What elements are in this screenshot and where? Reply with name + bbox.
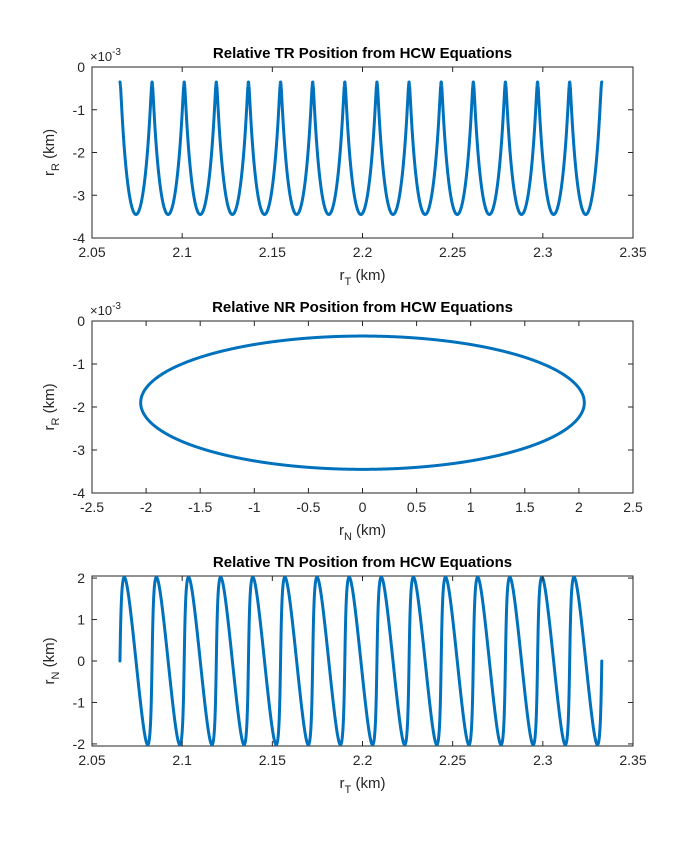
x-tick-label: 2.3 [533, 244, 553, 260]
chart-3: 2.05 2.1 2.15 2.2 2.25 2.3 2.35 2 1 0 -1 -2 Relative… [41, 554, 647, 796]
y-tick-label: -2 [73, 399, 86, 415]
chart-2: -2.5 -2 -1.5 -1 -0.5 0 0.5 1 1.5 2 2.5 0 -1 -2 -3 -4 Rel… [41, 299, 643, 543]
x-tick-label: 2.35 [619, 244, 646, 260]
x-tick-label: 2.15 [259, 752, 286, 768]
y-tick-label: 1 [77, 612, 85, 628]
x-tick-label: 2.2 [353, 244, 373, 260]
y-tick-label: -1 [73, 102, 86, 118]
series-line [118, 576, 604, 746]
y-tick-label: 0 [77, 313, 85, 329]
y-axis-label: rR (km) [41, 383, 62, 430]
y-tick-label: -4 [73, 230, 86, 246]
y-exponent-label: ×10-3 [90, 301, 121, 318]
y-tick-label: 0 [77, 653, 85, 669]
x-axis-label: rT (km) [340, 775, 386, 796]
x-tick-label: 2.5 [623, 499, 643, 515]
x-tick-label: 0.5 [407, 499, 427, 515]
y-axis-label: rN (km) [41, 637, 62, 684]
x-tick-label: 2.05 [78, 244, 105, 260]
y-tick-label: -3 [73, 442, 86, 458]
y-tick-label: -2 [73, 736, 86, 752]
x-tick-label: -1.5 [188, 499, 212, 515]
chart-title: Relative NR Position from HCW Equations [212, 299, 513, 316]
chart-1: 2.05 2.1 2.15 2.2 2.25 2.3 2.35 0 -1 -2 -3 -4 Relati… [41, 45, 647, 288]
x-axis-label: rN (km) [339, 522, 386, 543]
y-exponent-label: ×10-3 [90, 47, 121, 64]
x-tick-label: -1 [248, 499, 261, 515]
y-tick-label: -1 [73, 694, 86, 710]
y-tick-label: -1 [73, 356, 86, 372]
x-tick-label: 2.35 [619, 752, 646, 768]
y-tick-label: 2 [77, 570, 85, 586]
y-tick-label: -3 [73, 187, 86, 203]
x-axis-label: rT (km) [340, 267, 386, 288]
x-tick-label: 1.5 [515, 499, 535, 515]
x-tick-label: 2.15 [259, 244, 286, 260]
chart-title: Relative TR Position from HCW Equations [213, 45, 512, 62]
x-tick-label: 2.3 [533, 752, 553, 768]
x-tick-label: 2.2 [353, 752, 373, 768]
y-tick-label: 0 [77, 59, 85, 75]
x-tick-label: 0 [359, 499, 367, 515]
x-tick-label: -2.5 [80, 499, 104, 515]
x-tick-label: 2.1 [172, 244, 192, 260]
y-axis-label: rR (km) [41, 129, 62, 176]
x-tick-label: 2.1 [172, 752, 192, 768]
y-tick-label: -2 [73, 145, 86, 161]
x-tick-label: -0.5 [296, 499, 320, 515]
y-tick-label: -4 [73, 485, 86, 501]
plot-area [91, 320, 634, 494]
x-tick-label: 2.25 [439, 752, 466, 768]
series-line [118, 80, 604, 216]
series-line [139, 334, 586, 471]
x-tick-label: 2.25 [439, 244, 466, 260]
x-tick-label: 2 [575, 499, 583, 515]
chart-title: Relative TN Position from HCW Equations [213, 554, 512, 571]
x-tick-label: 2.05 [78, 752, 105, 768]
plot-area [91, 575, 634, 747]
x-tick-label: -2 [140, 499, 153, 515]
x-tick-label: 1 [467, 499, 475, 515]
